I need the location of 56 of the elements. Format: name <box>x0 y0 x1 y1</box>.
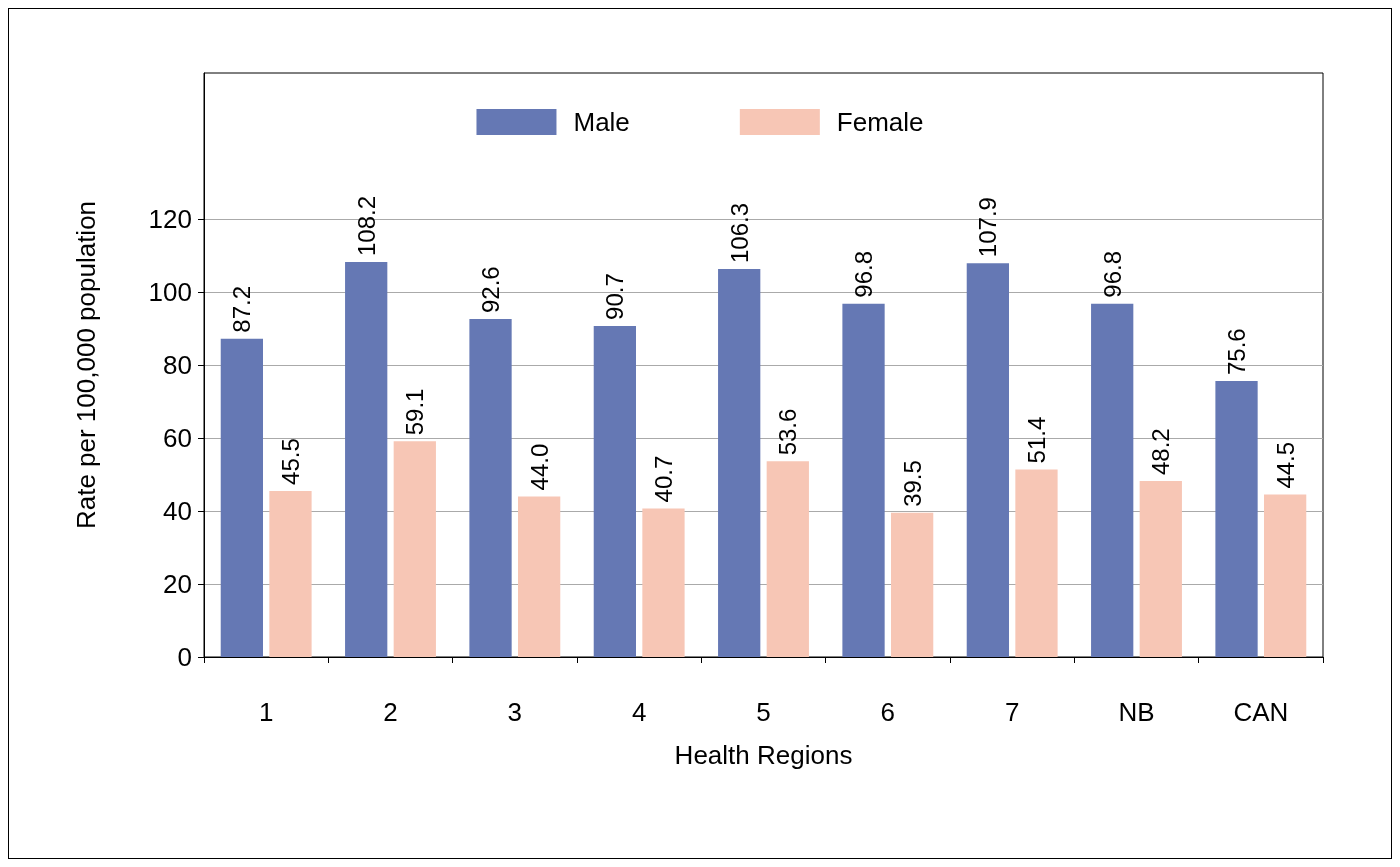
data-label: 45.5 <box>276 438 304 485</box>
y-axis-title: Rate per 100,000 population <box>71 200 101 530</box>
bar <box>1139 481 1182 657</box>
x-tick-label: 5 <box>756 697 771 727</box>
data-label: 48.2 <box>1147 428 1175 476</box>
data-label: 107.9 <box>974 197 1002 258</box>
x-tick-label: 2 <box>383 697 398 727</box>
data-label: 51.4 <box>1022 416 1050 464</box>
data-label: 44.5 <box>1271 441 1299 489</box>
legend-label: Male <box>573 107 630 137</box>
data-label: 59.1 <box>401 388 429 436</box>
data-label: 92.6 <box>477 266 505 314</box>
y-tick-label: 40 <box>163 496 192 526</box>
bar <box>345 262 388 657</box>
y-tick-label: 0 <box>177 642 192 672</box>
bar <box>220 338 263 657</box>
data-label: 108.2 <box>352 196 380 257</box>
data-label: 96.8 <box>850 250 878 298</box>
x-tick-label: 7 <box>1004 697 1020 727</box>
y-tick-label: 20 <box>163 569 192 599</box>
bar <box>718 269 761 657</box>
x-tick-label: 6 <box>880 697 896 727</box>
bar <box>891 512 934 657</box>
bar <box>1215 381 1258 657</box>
y-tick-label: 60 <box>163 423 192 453</box>
bar <box>269 490 312 657</box>
x-tick-label: 3 <box>507 697 523 727</box>
bar <box>469 319 512 657</box>
data-label: 87.2 <box>228 286 256 333</box>
data-label: 44.0 <box>525 443 553 491</box>
data-label: 106.3 <box>725 202 753 264</box>
bar <box>393 441 436 657</box>
bar <box>1015 469 1058 657</box>
x-tick-label: 1 <box>258 697 274 727</box>
data-label: 39.5 <box>898 460 926 507</box>
x-tick-label: NB <box>1118 697 1155 727</box>
bar <box>966 263 1009 657</box>
legend-label: Female <box>836 107 924 137</box>
bar <box>842 303 885 657</box>
bar <box>593 325 636 657</box>
data-label: 75.6 <box>1223 328 1251 376</box>
bar <box>642 508 685 657</box>
x-axis-title: Health Regions <box>674 740 853 770</box>
bar <box>1091 303 1134 657</box>
data-label: 40.7 <box>649 455 677 503</box>
y-tick-label: 80 <box>163 350 192 380</box>
data-label: 90.7 <box>601 273 629 320</box>
data-label: 96.8 <box>1098 250 1126 298</box>
y-tick-label: 100 <box>148 277 192 307</box>
x-tick-label: 4 <box>631 697 647 727</box>
data-label: 53.6 <box>774 408 802 456</box>
x-tick-label: CAN <box>1233 697 1289 727</box>
y-tick-label: 120 <box>148 204 192 234</box>
bar <box>766 461 809 657</box>
bar <box>518 496 561 657</box>
bar <box>1264 494 1307 657</box>
